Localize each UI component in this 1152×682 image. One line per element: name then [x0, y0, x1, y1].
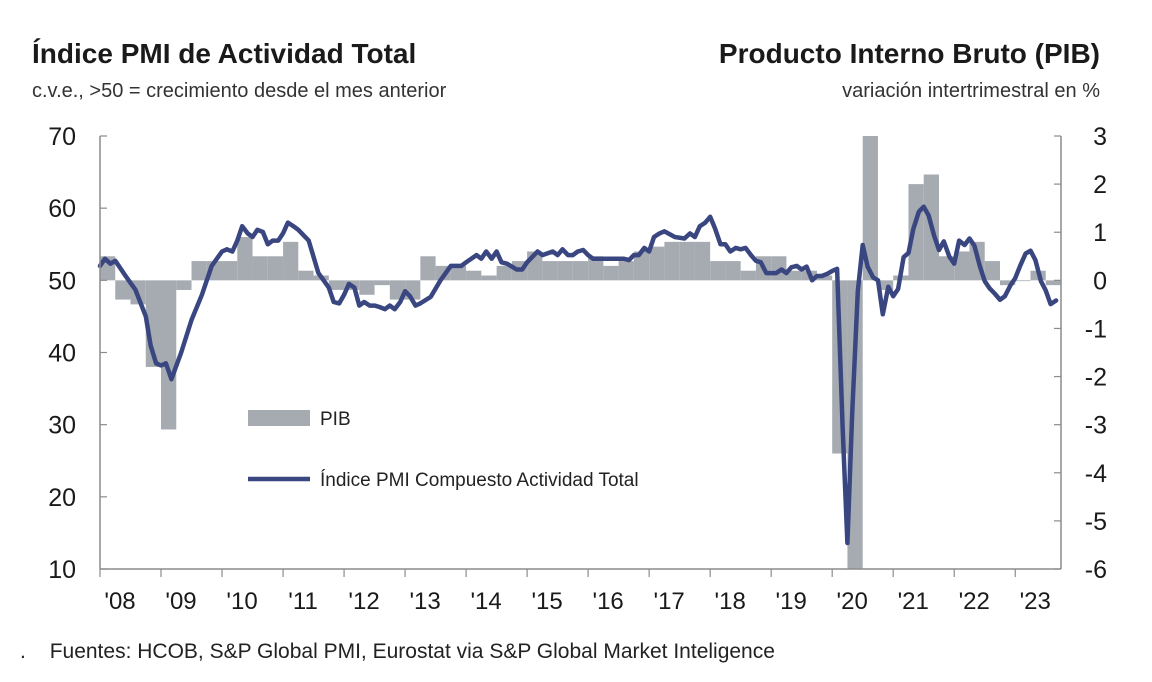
- gdp-bar-2017Q3: [679, 241, 695, 281]
- left-tick-label: 60: [48, 195, 76, 223]
- gdp-bar-2010Q3: [252, 256, 268, 281]
- right-tick-label: 0: [1093, 267, 1107, 295]
- gdp-bar-2023Q1: [1015, 280, 1031, 282]
- gdp-bar-2011Q1: [283, 241, 299, 281]
- gdp-bar-2010Q1: [222, 261, 238, 281]
- left-tick-label: 50: [48, 267, 76, 295]
- x-tick-label: '08: [104, 588, 135, 615]
- gdp-bar-2008Q2: [115, 280, 131, 300]
- gdp-bar-2012Q2: [359, 280, 375, 295]
- footer-sources: Fuentes: HCOB, S&P Global PMI, Eurostat …: [49, 640, 775, 663]
- x-tick-label: '12: [348, 588, 379, 615]
- gdp-bar-2012Q3: [374, 280, 390, 286]
- gdp-bar-2015Q2: [542, 261, 558, 281]
- gdp-bar-2016Q4: [633, 251, 650, 281]
- pmi-line-layer: [97, 204, 1059, 546]
- gdp-bar-2017Q4: [694, 241, 711, 281]
- x-tick-label: '09: [165, 588, 196, 615]
- x-tick-label: '21: [898, 588, 929, 615]
- left-tick-label: 40: [48, 340, 76, 368]
- legend-line-label: Índice PMI Compuesto Actividad Total: [320, 470, 639, 491]
- gdp-bar-2014Q3: [496, 265, 512, 281]
- x-tick-label: '10: [226, 588, 257, 615]
- gdp-bar-2022Q3: [984, 261, 1000, 281]
- right-tick-label: -5: [1085, 508, 1107, 536]
- gdp-bar-2021Q4: [938, 256, 955, 281]
- x-tick-label: '23: [1020, 588, 1051, 615]
- chart-legend: PIB Índice PMI Compuesto Actividad Total: [248, 409, 639, 491]
- gdp-subtitle: variación intertrimestral en %: [842, 80, 1100, 102]
- legend-bar-swatch: [248, 410, 310, 426]
- x-tick-label: '20: [837, 588, 868, 615]
- x-tick-label: '15: [531, 588, 562, 615]
- gdp-bar-2013Q2: [420, 256, 436, 281]
- gdp-bar-2017Q1: [649, 246, 665, 281]
- gdp-bar-2018Q1: [710, 261, 726, 281]
- right-tick-label: -2: [1085, 364, 1107, 392]
- gdp-bar-2019Q1: [771, 256, 787, 281]
- x-tick-label: '11: [288, 588, 318, 615]
- pmi-line: [97, 204, 1059, 546]
- right-tick-label: 2: [1093, 171, 1107, 199]
- gdp-bar-2016Q1: [588, 256, 604, 281]
- legend-bar-label: PIB: [320, 409, 351, 430]
- x-tick-label: '14: [470, 588, 501, 615]
- right-tick-label: -3: [1085, 412, 1107, 440]
- gdp-bar-2013Q4: [450, 265, 467, 281]
- gdp-bar-2011Q4: [328, 280, 345, 290]
- left-tick-label: 20: [48, 484, 76, 512]
- x-tick-label: '18: [715, 588, 746, 615]
- gdp-bar-2019Q4: [816, 275, 833, 281]
- gdp-bar-2010Q2: [237, 237, 253, 281]
- x-tick-label: '22: [959, 588, 990, 615]
- right-tick-label: -6: [1085, 556, 1107, 584]
- gdp-bar-2009Q2: [176, 280, 192, 290]
- gdp-bar-2015Q4: [572, 261, 589, 281]
- right-tick-label: -1: [1085, 315, 1107, 343]
- footer-dot: .: [20, 640, 26, 663]
- right-tick-label: -4: [1085, 460, 1107, 488]
- gdp-bar-2017Q2: [664, 241, 680, 281]
- pmi-title: Índice PMI de Actividad Total: [32, 38, 417, 69]
- gdp-bar-2018Q2: [725, 261, 741, 281]
- pmi-subtitle: c.v.e., >50 = crecimiento desde el mes a…: [32, 80, 447, 102]
- gdp-bar-2010Q4: [267, 256, 284, 281]
- left-tick-label: 70: [48, 123, 76, 151]
- gdp-bar-2022Q4: [999, 280, 1016, 286]
- gdp-bar-2018Q3: [740, 270, 756, 281]
- gdp-bar-2014Q1: [466, 270, 482, 281]
- gdp-bar-2022Q1: [954, 251, 970, 281]
- x-tick-label: '16: [592, 588, 623, 615]
- gdp-bars: [100, 136, 1061, 569]
- gdp-bar-2016Q3: [618, 261, 634, 281]
- gdp-bar-2020Q4: [877, 280, 894, 290]
- left-tick-label: 30: [48, 412, 76, 440]
- x-tick-label: '19: [776, 588, 807, 615]
- gdp-bar-2015Q3: [557, 261, 573, 281]
- right-tick-label: 1: [1093, 219, 1107, 247]
- x-tick-label: '17: [654, 588, 685, 615]
- gdp-bar-2011Q2: [298, 270, 314, 281]
- gdp-bar-2009Q3: [191, 261, 207, 281]
- gdp-bar-2020Q3: [862, 136, 878, 281]
- gdp-title: Producto Interno Bruto (PIB): [718, 38, 1100, 69]
- gdp-bar-2014Q2: [481, 275, 497, 281]
- sources-footer: . Fuentes: HCOB, S&P Global PMI, Eurosta…: [20, 640, 775, 664]
- gdp-bar-2023Q3: [1045, 280, 1061, 286]
- left-tick-label: 10: [48, 556, 76, 584]
- gdp-bar-2019Q2: [786, 270, 802, 281]
- right-tick-label: 3: [1093, 123, 1107, 151]
- x-tick-label: '13: [409, 588, 440, 615]
- gdp-bar-2016Q2: [603, 265, 619, 281]
- gdp-bar-2009Q1: [161, 280, 177, 430]
